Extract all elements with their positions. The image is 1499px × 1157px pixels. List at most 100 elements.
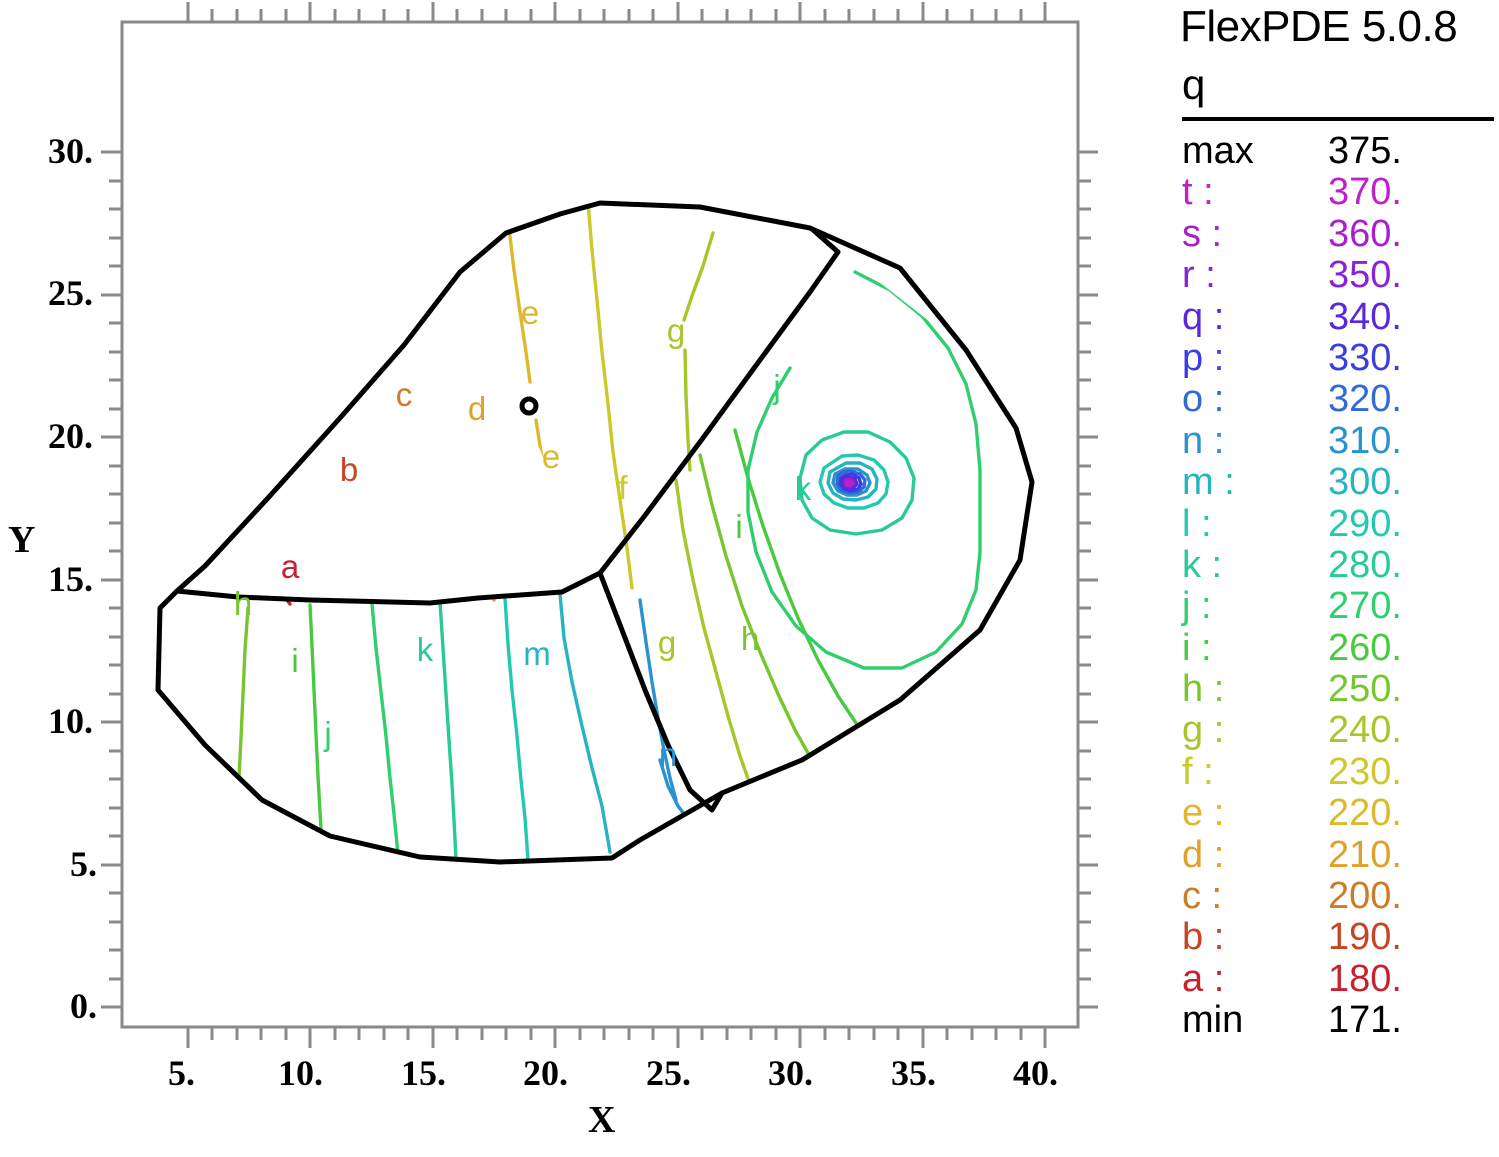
domain-boundary-group: [155, 200, 1035, 865]
legend-key-q: q :: [1182, 295, 1225, 338]
legend-key-s: s :: [1182, 212, 1223, 255]
contour-label-f: f: [618, 469, 628, 506]
legend-value-b: 190.: [1328, 916, 1402, 959]
contour-k-left: [438, 600, 458, 862]
contour-label-b: b: [340, 451, 358, 488]
contour-label-i-right: i: [735, 508, 742, 545]
y-axis-ticks-right: [1078, 150, 1098, 1009]
contour-label-e-upper: e: [521, 294, 539, 331]
contour-label-h-left: h: [234, 585, 252, 622]
contour-f: [586, 203, 634, 590]
contour-label-m: m: [523, 635, 551, 672]
legend-divider: [1182, 117, 1494, 121]
legend-key-r: r :: [1182, 254, 1216, 297]
x-axis-ticks: [186, 1027, 1047, 1048]
legend-row-c[interactable]: c : 200.: [1180, 876, 1499, 917]
legend-panel: FlexPDE 5.0.8 q max 375. t : 370. s : 36…: [1168, 0, 1499, 1157]
legend-value-f: 230.: [1328, 750, 1402, 793]
contour-j-left: [370, 602, 400, 856]
legend-value-l: 290.: [1328, 502, 1402, 545]
y-tick-label-30: 30.: [48, 131, 93, 171]
legend-entry-list: max 375. t : 370. s : 360. r : 350. q : …: [1180, 131, 1499, 1042]
legend-row-i[interactable]: i : 260.: [1180, 628, 1499, 669]
y-axis-ticks: [101, 150, 122, 1009]
legend-row-min: min 171.: [1180, 1000, 1499, 1041]
x-tick-label-5: 5.: [168, 1053, 195, 1093]
contour-label-k-right: k: [795, 470, 812, 507]
axis-frame: [120, 20, 1080, 1029]
contour-i-right: [733, 428, 860, 728]
legend-value-c: 200.: [1328, 875, 1402, 918]
legend-variable-label: q: [1182, 61, 1206, 108]
y-tick-label-15: 15.: [48, 559, 93, 599]
legend-row-l[interactable]: l : 290.: [1180, 504, 1499, 545]
legend-key-n: n :: [1182, 419, 1225, 462]
legend-row-a[interactable]: a : 180.: [1180, 959, 1499, 1000]
legend-row-e[interactable]: e : 220.: [1180, 793, 1499, 834]
y-tick-label-5: 5.: [70, 844, 97, 884]
legend-key-o: o :: [1182, 378, 1225, 421]
contour-plot-canvas[interactable]: a b c d e e f g g h h i i j j k k m n: [0, 0, 1160, 1157]
x-tick-label-25: 25.: [646, 1053, 691, 1093]
contour-label-g-top: g: [667, 312, 685, 349]
legend-value-p: 330.: [1328, 336, 1402, 379]
contour-n-closed: [831, 467, 872, 497]
legend-row-p[interactable]: p : 330.: [1180, 338, 1499, 379]
legend-row-q[interactable]: q : 340.: [1180, 297, 1499, 338]
legend-row-s[interactable]: s : 360.: [1180, 214, 1499, 255]
legend-row-g[interactable]: g : 240.: [1180, 710, 1499, 751]
plot-panel: a b c d e e f g g h h i i j j k k m n: [0, 0, 1160, 1157]
contour-label-a: a: [281, 548, 300, 585]
x-axis-title: X: [588, 1099, 616, 1141]
y-tick-label-25: 25.: [48, 273, 93, 313]
internal-boundary-diagonal: [597, 226, 841, 576]
contour-label-k-left: k: [417, 631, 434, 668]
contour-label-c: c: [396, 376, 413, 413]
legend-max-value: 375.: [1328, 130, 1402, 172]
contour-label-i-left: i: [291, 642, 298, 679]
contour-label-group: a b c d e e f g g h h i i j j k k m n: [234, 294, 812, 773]
legend-value-q: 340.: [1328, 295, 1402, 338]
legend-row-d[interactable]: d : 210.: [1180, 835, 1499, 876]
x-tick-label-30: 30.: [768, 1053, 813, 1093]
legend-key-a: a :: [1182, 957, 1225, 1000]
x-tick-label-20: 20.: [523, 1053, 568, 1093]
legend-row-n[interactable]: n : 310.: [1180, 421, 1499, 462]
legend-value-t: 370.: [1328, 171, 1402, 214]
contour-e1: [507, 226, 532, 384]
legend-row-k[interactable]: k : 280.: [1180, 545, 1499, 586]
legend-value-r: 350.: [1328, 254, 1402, 297]
legend-key-l: l :: [1182, 502, 1212, 545]
marker-point: [519, 396, 539, 416]
legend-row-t[interactable]: t : 370.: [1180, 172, 1499, 213]
contour-label-j-right: j: [772, 368, 780, 405]
legend-key-h: h :: [1182, 668, 1225, 711]
legend-row-o[interactable]: o : 320.: [1180, 379, 1499, 420]
x-tick-label-10: 10.: [278, 1053, 323, 1093]
legend-value-d: 210.: [1328, 833, 1402, 876]
contour-g-right: [674, 478, 754, 792]
legend-row-h[interactable]: h : 250.: [1180, 669, 1499, 710]
contour-k-closed: [798, 430, 916, 536]
legend-key-c: c :: [1182, 875, 1223, 918]
legend-row-f[interactable]: f : 230.: [1180, 752, 1499, 793]
legend-row-m[interactable]: m : 300.: [1180, 462, 1499, 503]
legend-key-j: j :: [1182, 585, 1212, 628]
legend-key-d: d :: [1182, 833, 1225, 876]
contour-j-outer: [746, 366, 982, 670]
contour-l-closed: [818, 453, 890, 510]
contour-h-right: [698, 453, 814, 762]
legend-key-m: m :: [1182, 461, 1235, 504]
legend-row-r[interactable]: r : 350.: [1180, 255, 1499, 296]
legend-key-e: e :: [1182, 792, 1225, 835]
x-tick-label-35: 35.: [891, 1053, 936, 1093]
legend-min-label: min: [1182, 999, 1244, 1042]
legend-key-f: f :: [1182, 750, 1214, 793]
legend-value-g: 240.: [1328, 709, 1402, 752]
legend-row-b[interactable]: b : 190.: [1180, 917, 1499, 958]
legend-value-k: 280.: [1328, 543, 1402, 586]
y-axis-title: Y: [8, 519, 36, 561]
legend-row-j[interactable]: j : 270.: [1180, 586, 1499, 627]
legend-value-o: 320.: [1328, 378, 1402, 421]
legend-key-k: k :: [1182, 543, 1223, 586]
